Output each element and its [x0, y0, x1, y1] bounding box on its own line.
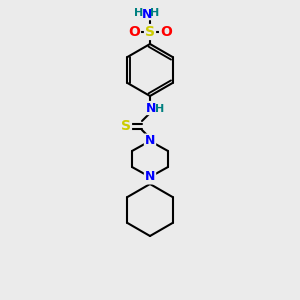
Text: S: S: [121, 119, 131, 133]
Text: S: S: [145, 25, 155, 39]
Text: N: N: [145, 134, 155, 148]
Text: H: H: [134, 8, 144, 18]
Text: H: H: [150, 8, 160, 18]
Text: O: O: [160, 25, 172, 39]
Text: N: N: [146, 101, 156, 115]
Text: N: N: [145, 170, 155, 184]
Text: O: O: [128, 25, 140, 39]
Text: N: N: [142, 8, 152, 22]
Text: H: H: [155, 104, 165, 114]
